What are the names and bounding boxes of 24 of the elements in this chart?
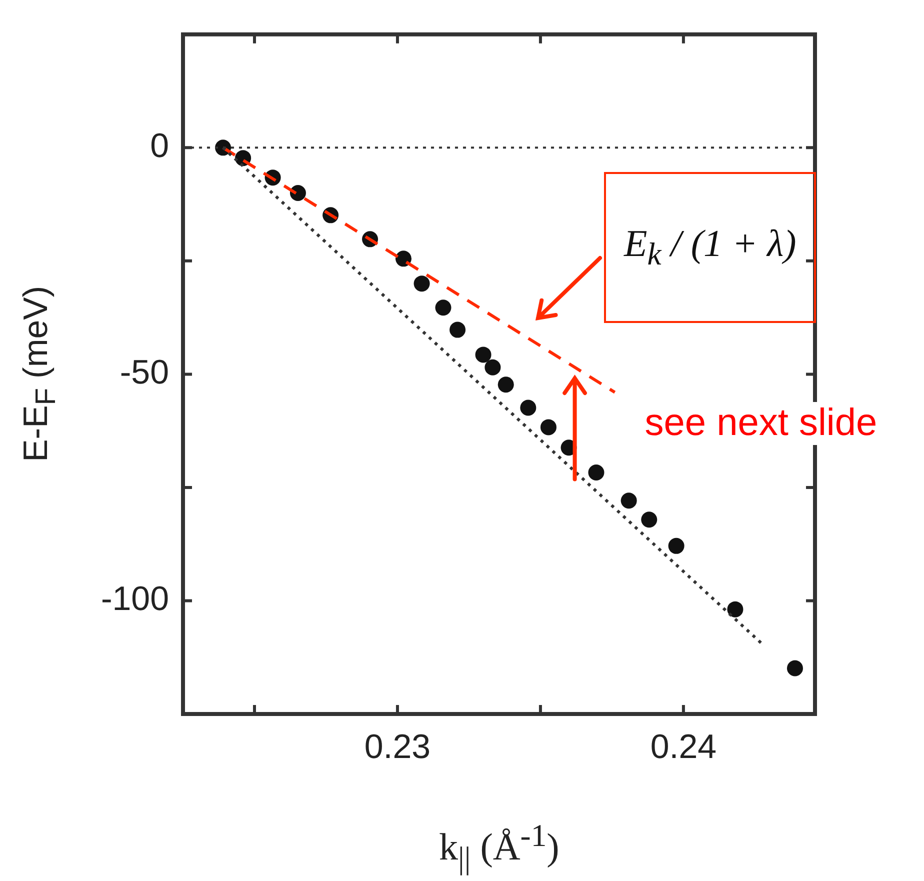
point	[540, 419, 556, 436]
point	[786, 660, 803, 676]
x-axis-title: k$_{||}$ (Å$^{-1}$)	[439, 818, 560, 876]
point	[395, 250, 412, 267]
x-tick-label: 0.24	[650, 728, 717, 766]
annotation: see next slide	[640, 402, 882, 446]
point	[668, 538, 684, 554]
point	[520, 400, 536, 416]
point	[290, 184, 306, 201]
point	[727, 601, 744, 618]
point	[450, 322, 466, 338]
x-tick-label: 0.23	[364, 728, 431, 766]
point	[475, 346, 492, 363]
point	[620, 492, 637, 509]
y-tick-label: 0	[150, 127, 169, 166]
point	[414, 276, 430, 292]
point	[484, 359, 501, 376]
y-tick-label: -50	[120, 354, 169, 392]
point	[588, 464, 604, 481]
point	[435, 300, 452, 316]
point	[641, 512, 658, 528]
annotation: E$_{k}$ / (1 + λ)	[604, 172, 816, 323]
point	[498, 376, 514, 393]
y-tick-label: -100	[100, 580, 169, 618]
